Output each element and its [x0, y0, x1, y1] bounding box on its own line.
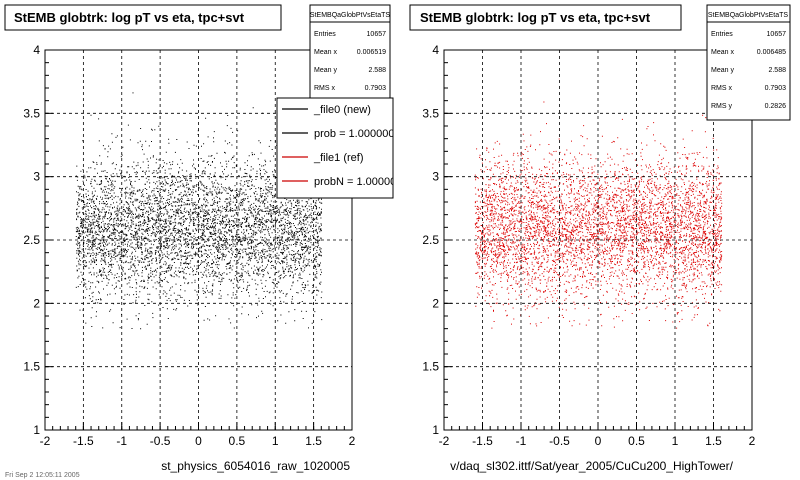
stats-value: 10657 [367, 31, 387, 38]
left-x-axis-label: st_physics_6054016_raw_1020005 [161, 459, 350, 473]
right-stats-frame [706, 4, 791, 121]
left-title-box: StEMB globtrk: log pT vs eta, tpc+svt [4, 4, 282, 31]
x-tick-label: 2 [349, 434, 356, 448]
stats-label: Entries [711, 31, 733, 38]
x-tick-label: 0.5 [229, 434, 246, 448]
stats-label: Mean y [314, 67, 337, 74]
x-tick-label: 0.5 [628, 434, 645, 448]
right-stats-rows: Entries 10657 Mean x 0.006485 Mean y 2.588 RMS… [711, 31, 786, 110]
x-tick-label: -1.5 [73, 434, 94, 448]
legend-label: _file1 (ref) [313, 152, 364, 164]
stats-value: 0.006519 [357, 49, 386, 56]
x-tick-label: 1 [672, 434, 679, 448]
legend-label: prob = 1.000000 [314, 128, 394, 140]
stats-value: 0.2826 [765, 103, 787, 110]
stats-label: Entries [314, 31, 336, 38]
stats-label: Mean x [711, 49, 734, 56]
left-axis-ticks: -2 -1.5 -1 -0.5 0 0.5 1 1.5 2 1 1.5 2 2.5 3 3.5 4 [23, 43, 355, 448]
x-tick-label: 0 [595, 434, 602, 448]
stats-value: 0.7903 [765, 85, 787, 92]
right-chart-title: StEMB globtrk: log pT vs eta, tpc+svt [420, 10, 651, 25]
stats-label: RMS x [711, 85, 733, 92]
left-histogram-panel: -2 -1.5 -1 -0.5 0 0.5 1 1.5 2 1 1.5 2 2.5 3 3.5 4 StEMB… [4, 4, 402, 473]
stats-value: 2.588 [768, 67, 786, 74]
x-tick-label: -2 [439, 434, 450, 448]
x-tick-label: -1 [516, 434, 527, 448]
y-tick-label: 2.5 [23, 233, 40, 247]
right-stats-box: StEMBQaGlobPtVsEtaTS Entries 10657 Mean x 0… [706, 4, 791, 121]
stats-label: Mean y [711, 67, 734, 74]
x-tick-label: 0 [195, 434, 202, 448]
x-tick-label: 2 [749, 434, 756, 448]
x-tick-label: -1.5 [472, 434, 493, 448]
y-tick-label: 2 [33, 296, 40, 310]
scatter-points [75, 92, 323, 330]
x-tick-label: 1.5 [705, 434, 722, 448]
footer-note: Fri Sep 2 12:05:11 2005 [5, 472, 80, 479]
left-scatter-points [75, 92, 323, 330]
y-tick-label: 3.5 [422, 106, 439, 120]
legend: _file0 (new) prob = 1.000000 _file1 (ref) p… [276, 97, 402, 199]
y-tick-label: 1.5 [422, 360, 439, 374]
y-tick-label: 3 [33, 170, 40, 184]
x-tick-label: -1 [116, 434, 127, 448]
y-tick-label: 3 [432, 170, 439, 184]
left-stats-box: StEMBQaGlobPtVsEtaTS Entries 10657 Mean x 0… [309, 4, 391, 104]
y-tick-label: 1 [432, 423, 439, 437]
y-tick-label: 2.5 [422, 233, 439, 247]
y-tick-label: 4 [33, 43, 40, 57]
x-tick-label: 1.5 [305, 434, 322, 448]
stats-value: 0.7903 [365, 85, 387, 92]
stats-value: 0.006485 [757, 49, 786, 56]
x-tick-label: -2 [40, 434, 51, 448]
x-tick-label: -0.5 [150, 434, 171, 448]
legend-label: probN = 1.000000 [314, 176, 402, 188]
y-tick-label: 4 [432, 43, 439, 57]
left-title-frame [4, 4, 282, 31]
scatter-points [474, 101, 723, 329]
right-stats-name: StEMBQaGlobPtVsEtaTS [708, 12, 788, 19]
right-x-axis-label: v/daq_sl302.ittf/Sat/year_2005/CuCu200_H… [450, 459, 734, 473]
legend-label: _file0 (new) [313, 104, 371, 116]
stats-label: RMS x [314, 85, 336, 92]
left-chart-title: StEMB globtrk: log pT vs eta, tpc+svt [14, 10, 245, 25]
right-histogram-panel: -2 -1.5 -1 -0.5 0 0.5 1 1.5 2 1 1.5 2 2.5 3 3.5 4 StEMB… [409, 4, 791, 473]
x-tick-label: 1 [272, 434, 279, 448]
right-title-frame [409, 4, 682, 31]
stats-label: RMS y [711, 103, 733, 110]
y-tick-label: 1.5 [23, 360, 40, 374]
right-axis-ticks: -2 -1.5 -1 -0.5 0 0.5 1 1.5 2 1 1.5 2 2.5 3 3.5 4 [422, 43, 755, 448]
y-tick-label: 1 [33, 423, 40, 437]
stats-value: 10657 [767, 31, 787, 38]
stats-value: 2.588 [368, 67, 386, 74]
y-tick-label: 2 [432, 296, 439, 310]
legend-rows: _file0 (new) prob = 1.000000 _file1 (ref) p… [282, 104, 402, 188]
left-stats-rows: Entries 10657 Mean x 0.006519 Mean y 2.588 RMS… [314, 31, 386, 92]
right-title-box: StEMB globtrk: log pT vs eta, tpc+svt [409, 4, 682, 31]
right-scatter-points [474, 101, 723, 329]
x-tick-label: -0.5 [549, 434, 570, 448]
left-stats-frame [309, 4, 391, 104]
stats-label: Mean x [314, 49, 337, 56]
left-stats-name: StEMBQaGlobPtVsEtaTS [310, 12, 390, 19]
y-tick-label: 3.5 [23, 106, 40, 120]
